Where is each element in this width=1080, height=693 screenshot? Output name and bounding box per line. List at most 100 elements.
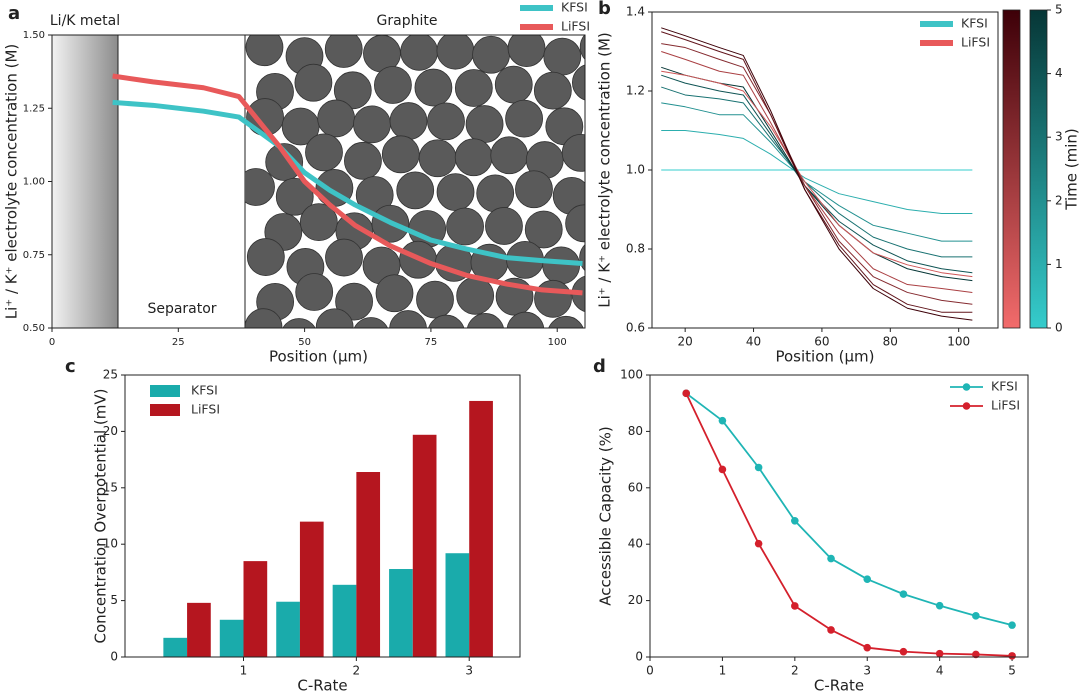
- x-tick-label: 5: [1008, 664, 1016, 678]
- y-axis-label: Li⁺ / K⁺ electrolyte concentration (M): [596, 32, 614, 308]
- y-tick-label: 15: [103, 480, 118, 494]
- graphite-particle: [456, 276, 495, 315]
- y-tick-label: 0.6: [626, 321, 645, 335]
- graphite-particle: [344, 141, 382, 180]
- bar: [299, 521, 324, 657]
- y-tick-label: 1.25: [23, 103, 45, 114]
- data-line: [661, 51, 973, 293]
- data-point: [1008, 652, 1016, 660]
- graphite-particle: [389, 310, 427, 328]
- colorbar-tick-label: 5: [1055, 3, 1063, 17]
- colorbar-tick-label: 0: [1055, 321, 1063, 335]
- graphite-particle: [465, 105, 504, 143]
- graphite-particle: [416, 280, 454, 319]
- panel-label: c: [65, 356, 76, 377]
- graphite-particle: [436, 173, 475, 212]
- legend-label: LiFSI: [561, 19, 590, 34]
- graphite-particles: [245, 35, 645, 328]
- bar: [356, 472, 381, 657]
- x-tick-label: 75: [425, 337, 438, 348]
- graphite-particle: [505, 99, 543, 138]
- y-tick-label: 0.75: [23, 250, 45, 261]
- y-axis-label: Li⁺ / K⁺ electrolyte concentration (M): [3, 44, 21, 320]
- colorbar: [1029, 9, 1048, 329]
- data-point: [718, 416, 727, 425]
- data-point: [754, 539, 763, 548]
- x-tick-label: 60: [814, 335, 829, 349]
- legend-label: KFSI: [191, 383, 218, 398]
- data-point: [935, 649, 944, 658]
- data-point: [791, 516, 799, 525]
- data-line: [661, 102, 973, 242]
- legend-marker: [962, 383, 971, 391]
- x-tick-label: 2: [353, 664, 361, 678]
- graphite-particle: [381, 135, 420, 174]
- graphite-particle: [454, 138, 493, 177]
- graphite-particle: [565, 204, 585, 243]
- panel-label: b: [598, 0, 611, 19]
- graphite-particle: [245, 35, 284, 67]
- bar: [187, 602, 211, 657]
- x-tick-label: 0: [646, 664, 654, 678]
- graphite-particle: [485, 207, 523, 245]
- data-line: [685, 392, 1013, 627]
- y-tick-label: 25: [103, 368, 118, 382]
- y-tick-label: 0.8: [626, 242, 645, 256]
- data-line: [685, 392, 1013, 657]
- graphite-particle: [466, 313, 504, 328]
- legend-marker: [962, 402, 971, 410]
- graphite-particle: [472, 35, 510, 74]
- graphite-particle: [608, 283, 645, 320]
- data-line: [661, 130, 973, 214]
- y-tick-label: 0: [635, 650, 643, 664]
- plot-frame: [649, 374, 1029, 658]
- data-point: [754, 463, 763, 472]
- bar: [243, 561, 268, 657]
- data-line: [661, 31, 973, 313]
- bar: [332, 584, 357, 657]
- bar: [445, 553, 470, 657]
- y-tick-label: 0: [110, 650, 118, 664]
- colorbar-label: Time (min): [1063, 128, 1080, 210]
- bar: [389, 569, 413, 657]
- graphite-particle: [436, 35, 475, 70]
- data-point: [972, 612, 980, 620]
- graphite-particle: [524, 210, 563, 249]
- legend-swatch: [150, 385, 180, 397]
- x-tick-label: 20: [678, 335, 693, 349]
- graphite-particle: [305, 133, 343, 172]
- graphite-particle: [400, 35, 439, 71]
- graphite-particle: [353, 317, 389, 328]
- graphite-particle: [548, 315, 584, 328]
- graphite-particle: [427, 102, 465, 141]
- annotation: Separator: [147, 301, 216, 317]
- data-point: [718, 465, 727, 474]
- graphite-particle: [374, 66, 412, 104]
- data-point: [827, 626, 835, 634]
- y-tick-label: 10: [103, 537, 118, 551]
- legend-label: LiFSI: [991, 398, 1020, 413]
- colorbar: [1002, 9, 1021, 329]
- y-tick-label: 1.00: [23, 177, 45, 188]
- bar: [412, 434, 437, 657]
- data-line: [661, 70, 973, 278]
- graphite-particle: [515, 170, 553, 209]
- y-tick-label: 80: [628, 424, 643, 438]
- graphite-particle: [418, 139, 457, 178]
- graphite-particle: [299, 203, 338, 242]
- x-axis-label: C-Rate: [297, 677, 347, 693]
- graphite-particle: [534, 279, 572, 318]
- y-tick-label: 100: [620, 368, 643, 382]
- bar: [219, 619, 244, 657]
- bar: [163, 637, 188, 657]
- x-tick-label: 25: [172, 337, 185, 348]
- y-tick-label: 1.50: [23, 30, 45, 41]
- x-tick-label: 80: [883, 335, 898, 349]
- graphite-particle: [325, 238, 363, 277]
- graphite-particle: [245, 308, 283, 328]
- legend-label: LiFSI: [191, 402, 220, 417]
- y-tick-label: 0.50: [23, 323, 45, 334]
- graphite-particle: [265, 143, 304, 181]
- data-line: [661, 27, 973, 321]
